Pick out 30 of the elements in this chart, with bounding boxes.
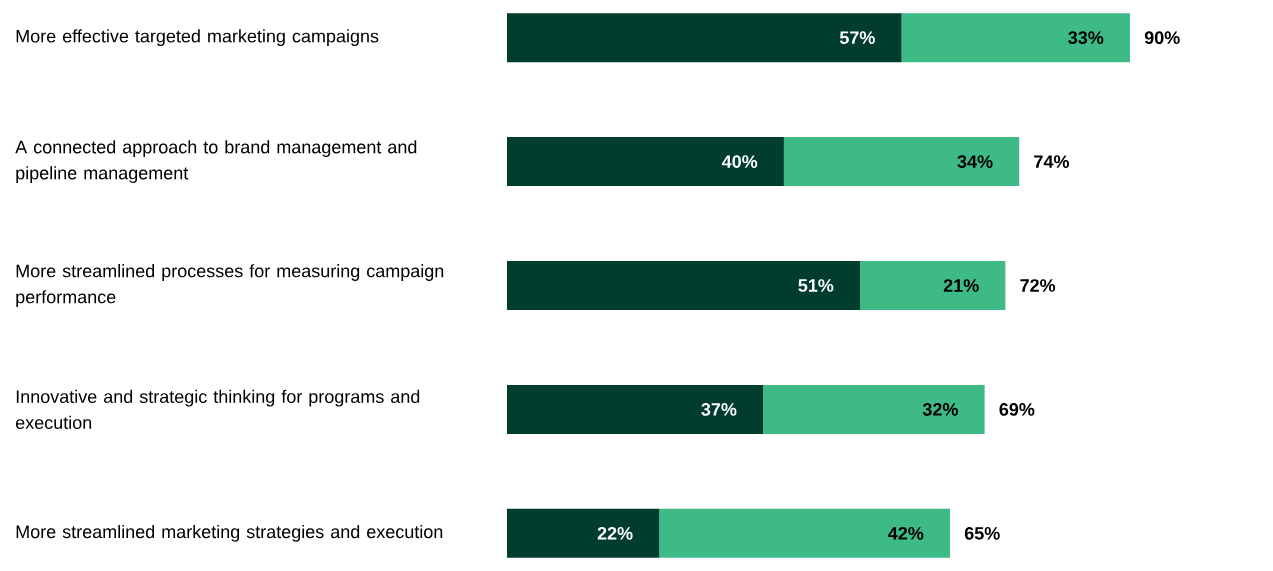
y-tick-label: Innovative and strategic thinking for programs and execution xyxy=(15,389,420,430)
total-label: 72% xyxy=(1020,279,1056,292)
bar xyxy=(659,508,951,558)
total-label: 65% xyxy=(964,526,1000,540)
bar xyxy=(763,384,985,434)
bar xyxy=(506,13,902,63)
data-label: 22% xyxy=(597,526,633,540)
bar xyxy=(506,261,861,311)
data-label: 32% xyxy=(922,403,958,416)
data-label: 42% xyxy=(888,526,924,540)
data-label: 57% xyxy=(839,31,875,45)
y-tick-label: More streamlined marketing strategies and execution xyxy=(16,524,443,542)
bar xyxy=(901,13,1130,63)
data-label: 40% xyxy=(721,155,758,168)
data-label: 21% xyxy=(943,279,979,292)
total-label: 74% xyxy=(1034,155,1069,168)
total-label: 69% xyxy=(999,403,1035,416)
bar xyxy=(860,261,1006,311)
data-label: 51% xyxy=(798,279,834,292)
bar xyxy=(506,384,764,434)
data-label: 34% xyxy=(957,155,993,168)
y-tick-label: A connected approach to brand management and pipeline management xyxy=(15,140,417,183)
data-label: 33% xyxy=(1068,31,1104,45)
bar xyxy=(506,508,660,558)
bar xyxy=(783,137,1020,187)
total-label: 90% xyxy=(1144,31,1180,45)
y-tick-label: More effective targeted marketing campaigns xyxy=(16,29,379,47)
y-tick-label: More streamlined processes for measuring campaign performance xyxy=(16,264,444,307)
bar xyxy=(506,137,784,187)
data-label: 37% xyxy=(701,403,737,416)
